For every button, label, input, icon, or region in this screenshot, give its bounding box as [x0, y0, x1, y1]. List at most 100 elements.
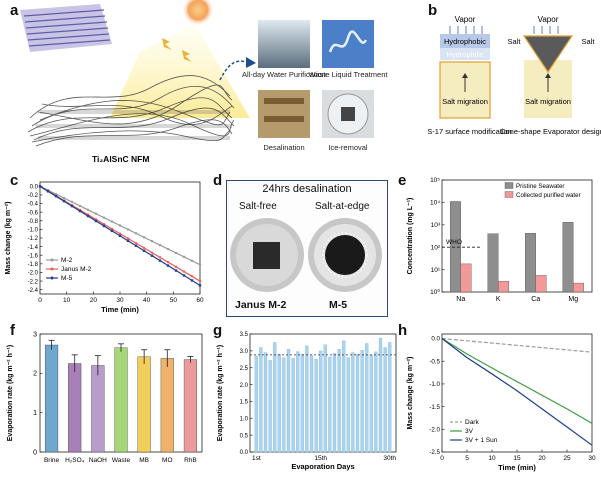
data-point	[78, 204, 82, 208]
x-tick-label: 30th	[383, 455, 396, 462]
nanofiber-texture	[36, 110, 232, 140]
plot-frame	[441, 179, 593, 293]
data-point	[174, 269, 178, 272]
data-point	[134, 244, 138, 247]
hydrophobic-layer	[440, 34, 490, 48]
data-point	[166, 264, 170, 267]
data-point	[198, 284, 202, 287]
bar-na-seawater	[450, 201, 461, 293]
panel-label-b: b	[428, 2, 438, 19]
y-tick-label: -2.4	[28, 288, 39, 294]
data-point	[190, 275, 194, 278]
sun-icon	[182, 0, 214, 26]
hydrophilic-label: Hydrophilic	[446, 50, 483, 59]
bar-day-11	[300, 354, 304, 453]
bar-6	[183, 359, 197, 453]
series-line-3v-1-sun	[441, 338, 593, 446]
panel-h-chart: 0.0 -0.5 -1.0 -1.5 -2.0 -2.50 5 10 15 20 25 30 Dark 3…	[407, 333, 596, 472]
light-beam	[110, 24, 250, 118]
y-tick-label: -1.0	[429, 381, 440, 388]
bar-day-16	[323, 344, 327, 453]
panel-c-chart: 0.0 -0.2 -0.4 -0.6 -0.8 -1.0 -1.2 -1.4 -1.6 -1.8 -…	[5, 181, 204, 314]
salt-migration-left: Salt migration	[442, 97, 488, 106]
y-tick-label: -0.2	[28, 193, 39, 199]
data-point	[86, 214, 90, 218]
x-tick-label: 15th	[314, 455, 327, 462]
y-tick-label: 10³	[431, 222, 441, 229]
photo-water-purification	[258, 20, 310, 68]
bar-ca-purified	[535, 275, 547, 293]
y-tick-label: -0.5	[429, 358, 440, 365]
data-point	[198, 263, 202, 266]
data-point	[118, 232, 122, 235]
y-tick-label: -2.0	[429, 427, 440, 434]
panel-d-photo: 24hrs desalination Salt-free Salt-at-edg…	[226, 180, 388, 317]
x-tick-label: 10	[488, 455, 496, 462]
bar-day-10	[296, 351, 300, 453]
bar-mg-purified	[573, 282, 584, 293]
bar-day-20	[342, 340, 346, 453]
panel-label-d: d	[213, 172, 223, 189]
data-point	[190, 279, 194, 282]
x-tick-label: 5	[465, 455, 469, 462]
x-tick-label: MB	[139, 457, 149, 464]
bar-day-7	[282, 357, 286, 453]
y-tick-label: 10²	[431, 244, 441, 251]
x-tick-label: H₂SO₄	[65, 457, 85, 464]
bar-day-27	[374, 351, 378, 453]
x-tick-label: 1st	[252, 455, 261, 462]
y-tick-label: 2.5	[240, 366, 249, 372]
bar-k-purified	[498, 281, 509, 293]
bar-day-5	[273, 342, 277, 453]
data-point	[182, 255, 186, 259]
bar-mg-seawater	[562, 222, 574, 293]
cone-evaporator	[522, 35, 574, 74]
panel-label-e: e	[398, 172, 407, 189]
y-tick-label: 2.0	[240, 383, 249, 389]
panel-label-h: h	[398, 322, 408, 339]
x-axis-label: Time (min)	[101, 305, 139, 314]
y-tick-label: -2.2	[28, 279, 39, 285]
app-label-waste: Waste Liquid Treatment	[309, 70, 389, 79]
y-tick-label: -1.6	[28, 253, 39, 259]
y-tick-label: -1.8	[28, 262, 39, 268]
y-tick-label: -1.2	[28, 236, 39, 242]
app-label-water: All-day Water Purification	[242, 70, 326, 79]
data-point	[110, 220, 114, 223]
data-point	[102, 216, 106, 219]
data-point	[134, 232, 138, 235]
janus-m2-label: Janus M-2	[235, 299, 287, 311]
legend-label: Collected purified water	[516, 192, 581, 199]
bar-2	[91, 365, 105, 453]
legend-label: 3V + 1 Sun	[465, 437, 498, 444]
y-tick-label: 1.5	[240, 400, 249, 406]
app-label-desalination: Desalination	[263, 143, 304, 152]
data-point	[126, 237, 130, 240]
panel-g-chart: 0.0 0.5 1.0 1.5 2.0 2.5 3.0 3.5 1st 15th 30th Evapo…	[217, 332, 396, 471]
y-tick-label: 0.5	[240, 433, 249, 439]
bar-day-19	[337, 349, 341, 453]
janus-membrane-sample	[253, 242, 280, 269]
y-tick-label: 10⁴	[430, 200, 440, 207]
material-label: Ti₂AlSnC NFM	[92, 154, 149, 164]
m5-label: M-5	[329, 299, 348, 311]
panel-label-f: f	[10, 322, 15, 339]
x-tick-label: 60	[196, 297, 204, 304]
y-tick-label: -0.4	[28, 202, 39, 208]
salt-migration-right: Salt migration	[525, 97, 571, 106]
x-axis-label: Evaporation Days	[291, 462, 354, 471]
y-tick-label: 3	[33, 331, 37, 338]
y-axis-label: Mass change (kg m⁻²)	[407, 357, 414, 430]
data-point	[198, 279, 202, 283]
y-tick-label: 3.5	[240, 332, 249, 338]
panel-e-chart: 10⁰ 10¹ 10² 10³ 10⁴ 10⁵ Na K Ca Mg WHO Pristine Sea…	[407, 177, 593, 303]
salt-label-left: Salt	[508, 37, 522, 46]
who-label: WHO	[446, 239, 462, 246]
x-tick-label: NaOH	[89, 457, 107, 464]
y-axis-label: Evaporation rate (kg m⁻² h⁻¹)	[7, 345, 14, 441]
bar-day-1	[254, 355, 258, 453]
panel-label-a: a	[10, 2, 19, 19]
data-point	[62, 196, 66, 200]
data-point	[142, 249, 146, 252]
vapor-arrows-right	[533, 26, 559, 34]
